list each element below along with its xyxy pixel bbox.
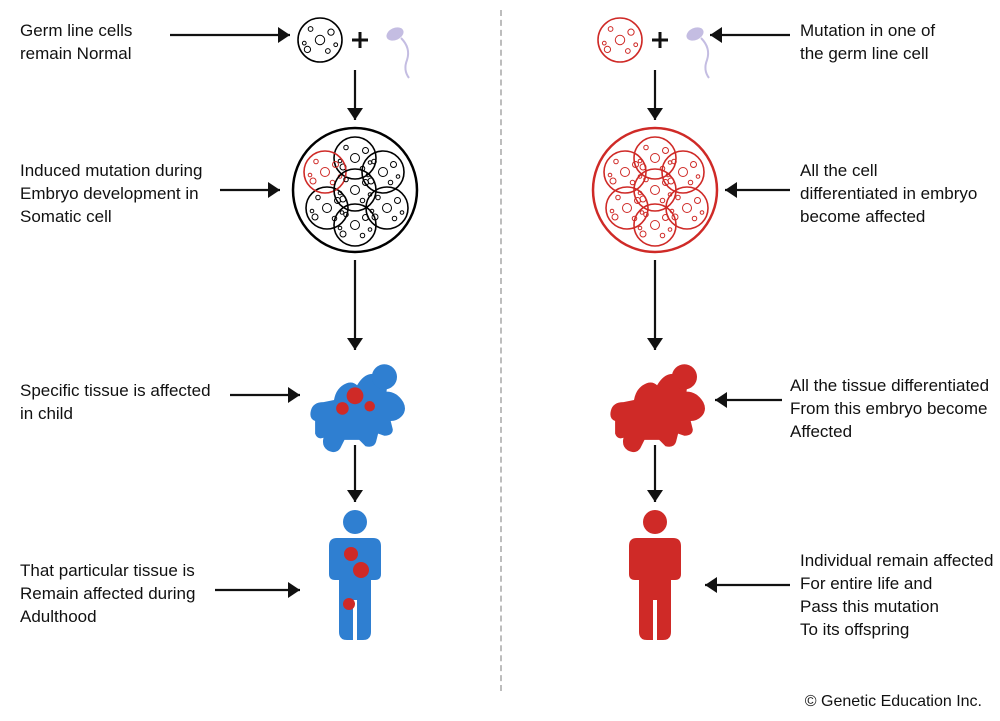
diagram-svg [0, 0, 1000, 721]
